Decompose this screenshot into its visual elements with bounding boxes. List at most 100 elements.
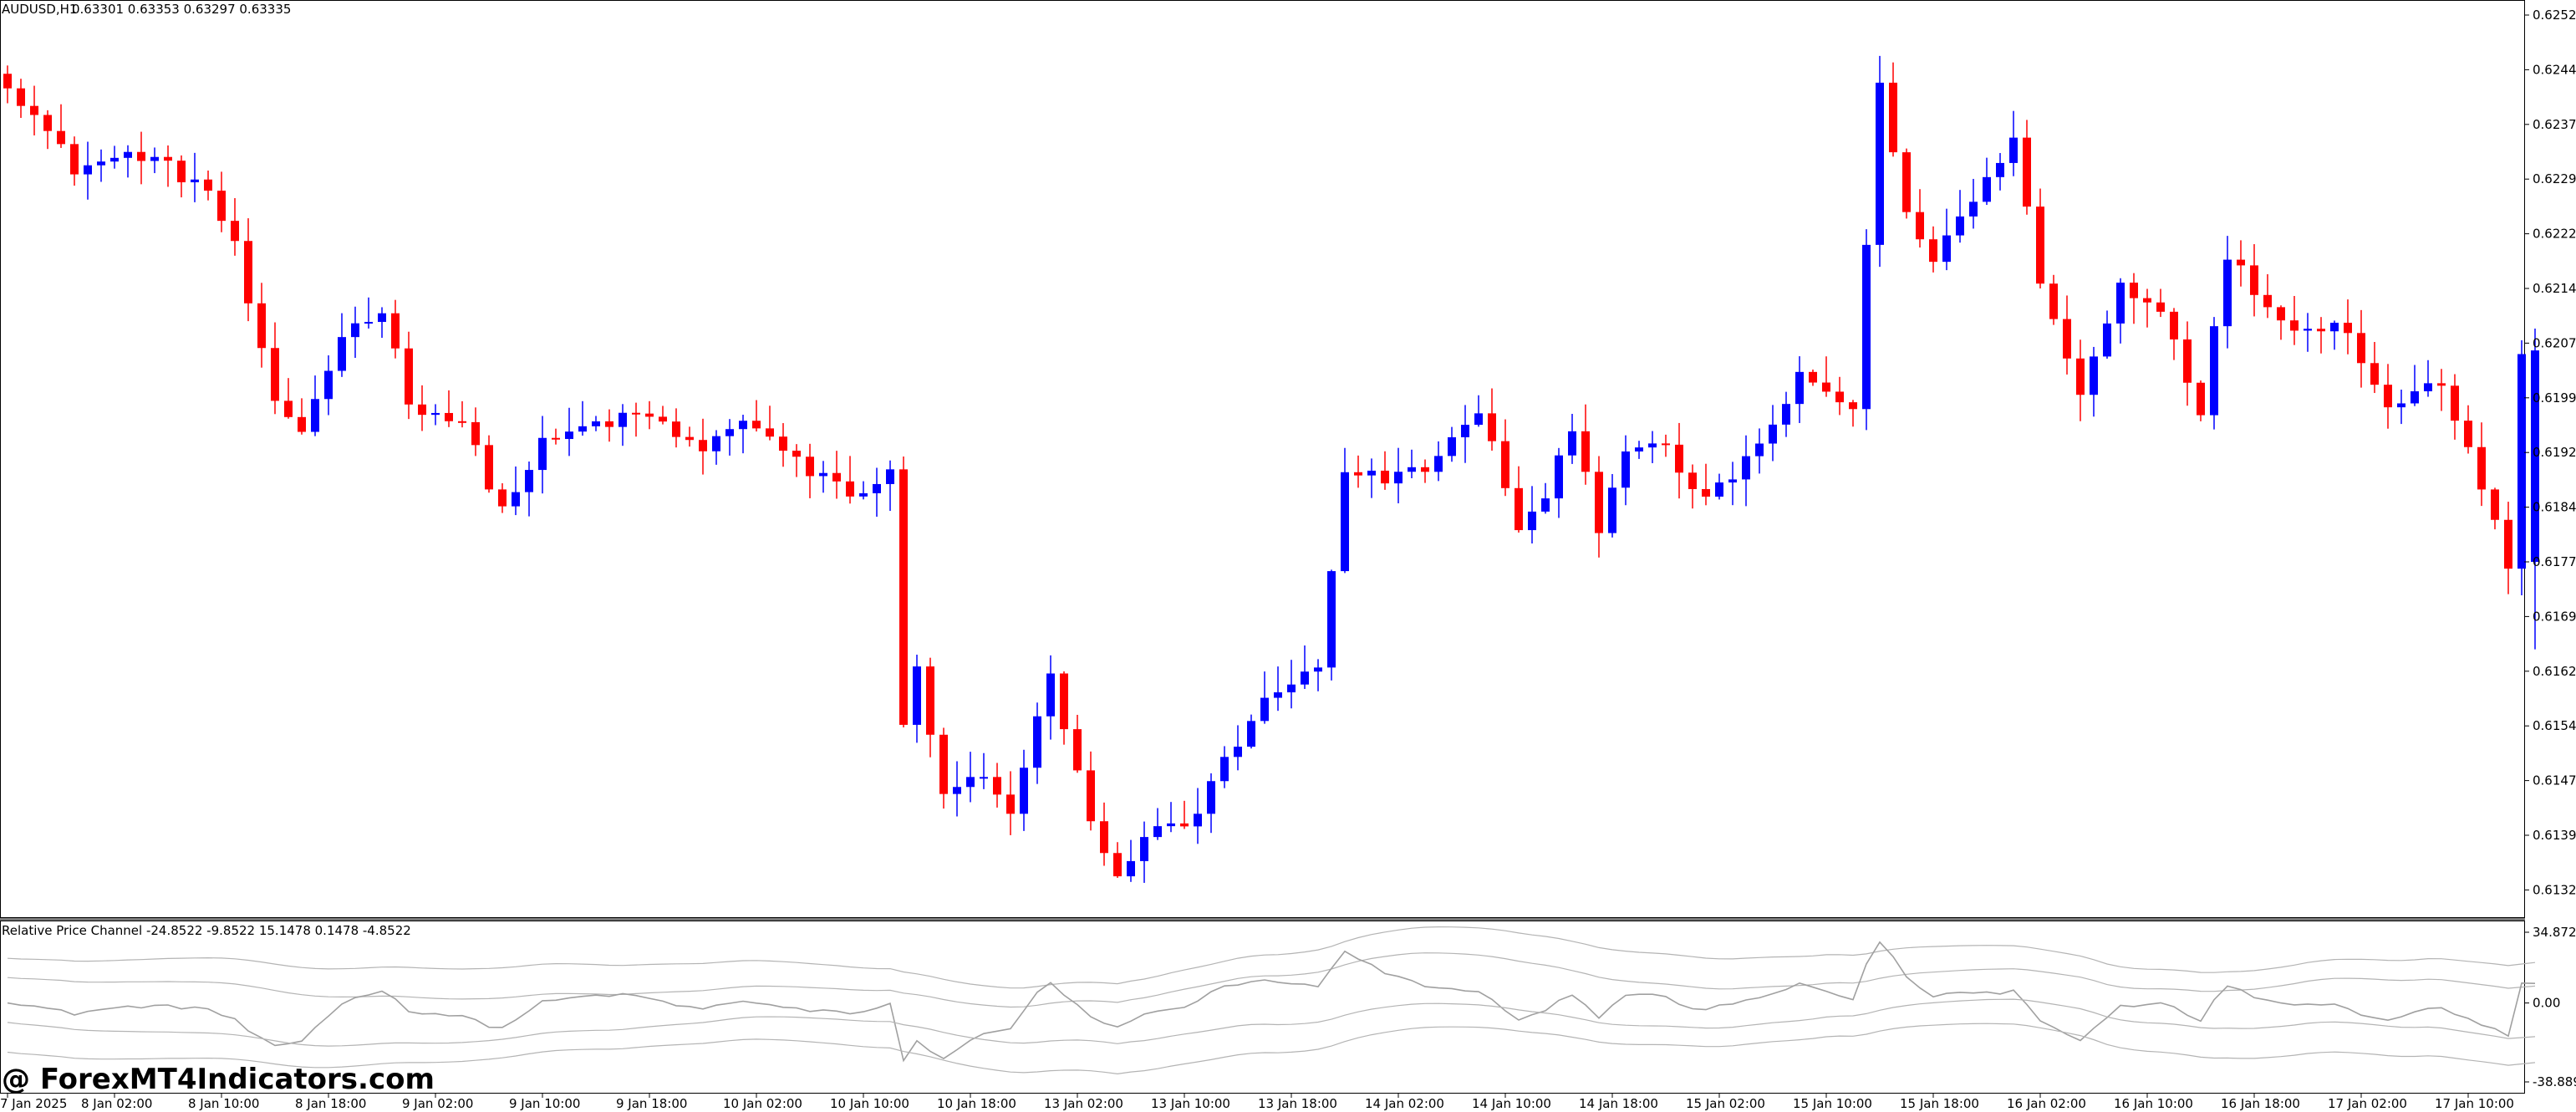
candle-bull	[124, 151, 132, 158]
price-tick-label: 0.61395	[2533, 828, 2576, 843]
candle-bear	[43, 115, 52, 131]
indicator-tick-label: -38.8897	[2533, 1074, 2576, 1089]
candle-bull	[1782, 404, 1790, 425]
candle-bull	[578, 426, 587, 432]
candle-bear	[1073, 729, 1082, 771]
price-tick-label: 0.61320	[2533, 882, 2576, 897]
candle-bear	[1929, 239, 1937, 263]
candle-bear	[779, 436, 787, 451]
candle-bull	[1167, 823, 1175, 827]
candle-bull	[1408, 467, 1416, 472]
candle-bear	[1100, 821, 1108, 854]
candle-bear	[284, 400, 293, 417]
candle-bear	[1835, 391, 1844, 403]
candle-bull	[1247, 721, 1255, 747]
candle-bull	[886, 469, 894, 484]
candle-bear	[2183, 339, 2192, 383]
candle-bear	[1849, 402, 1857, 410]
candle-bear	[1688, 472, 1697, 489]
candle-bull	[1341, 472, 1349, 572]
time-tick-label: 8 Jan 02:00	[81, 1096, 152, 1111]
candle-bear	[672, 421, 680, 437]
time-tick-label: 16 Jan 10:00	[2114, 1096, 2193, 1111]
candle-bear	[752, 421, 761, 429]
candle-bear	[2156, 302, 2165, 312]
time-tick-label: 13 Jan 02:00	[1044, 1096, 1123, 1111]
indicator-tick-label: 0.00	[2533, 996, 2560, 1011]
price-tick-label: 0.62445	[2533, 62, 2576, 77]
candle-bull	[1020, 768, 1028, 814]
candle-bear	[485, 445, 493, 490]
candle-bull	[819, 472, 827, 477]
candle-bear	[766, 428, 774, 437]
price-tick-label: 0.61545	[2533, 718, 2576, 733]
candle-bull	[1327, 571, 1336, 668]
candle-bull	[725, 429, 734, 436]
time-tick-label: 17 Jan 10:00	[2435, 1096, 2514, 1111]
candle-bear	[2130, 283, 2138, 298]
candle-bull	[2304, 329, 2312, 331]
candle-bear	[1060, 673, 1068, 730]
indicator-series-line	[7, 952, 2536, 1008]
symbol-label: AUDUSD,H1	[2, 2, 77, 17]
candle-bear	[1180, 823, 1189, 827]
time-tick-label: 10 Jan 02:00	[723, 1096, 802, 1111]
time-tick-label: 7 Jan 2025	[0, 1096, 67, 1111]
candle-bull	[1648, 443, 1657, 448]
candle-bull	[191, 179, 199, 183]
candle-bear	[2143, 298, 2151, 303]
candle-bear	[2370, 363, 2379, 385]
candle-bear	[2277, 307, 2285, 321]
candle-bull	[1260, 697, 1269, 722]
candle-bull	[2397, 403, 2405, 408]
candle-bull	[2411, 390, 2419, 404]
candle-bull	[2517, 354, 2526, 569]
candle-bear	[1354, 472, 1362, 476]
candle-bear	[1515, 487, 1523, 531]
candle-bull	[1715, 482, 1723, 497]
candle-bull	[1769, 424, 1777, 444]
candle-bull	[1983, 176, 1991, 202]
candle-bear	[217, 191, 226, 222]
candle-bear	[2491, 489, 2499, 520]
candle-bull	[2424, 383, 2432, 391]
time-tick-label: 16 Jan 18:00	[2221, 1096, 2300, 1111]
candle-bear	[445, 412, 453, 421]
candle-bear	[271, 348, 279, 401]
candle-bull	[2116, 283, 2125, 324]
candle-bear	[2049, 283, 2058, 319]
candle-bear	[1822, 382, 1830, 392]
candle-bear	[177, 161, 186, 183]
candle-bull	[538, 437, 547, 471]
candle-bear	[1889, 82, 1897, 153]
candle-bear	[1702, 488, 1710, 497]
candle-bear	[939, 734, 948, 794]
candle-bull	[351, 323, 359, 338]
candle-bull	[1394, 472, 1403, 484]
candle-bear	[685, 436, 694, 441]
candle-bull	[2330, 323, 2339, 332]
candle-bull	[1876, 82, 1884, 245]
time-tick-label: 13 Jan 10:00	[1151, 1096, 1230, 1111]
candle-bull	[1434, 456, 1443, 472]
candle-bull	[2090, 356, 2098, 395]
candle-bear	[2170, 311, 2178, 339]
candle-bull	[1461, 425, 1469, 438]
candle-bull	[1996, 162, 2004, 177]
candle-bear	[605, 421, 613, 427]
candle-bear	[1675, 444, 1683, 473]
candle-bull	[1287, 684, 1296, 693]
candle-bear	[17, 88, 25, 106]
candle-bull	[324, 370, 333, 400]
candle-bull	[1942, 235, 1951, 263]
candle-bull	[1755, 443, 1764, 457]
candle-bear	[2250, 265, 2258, 295]
candle-bull	[1541, 498, 1550, 512]
time-tick-label: 10 Jan 18:00	[937, 1096, 1016, 1111]
